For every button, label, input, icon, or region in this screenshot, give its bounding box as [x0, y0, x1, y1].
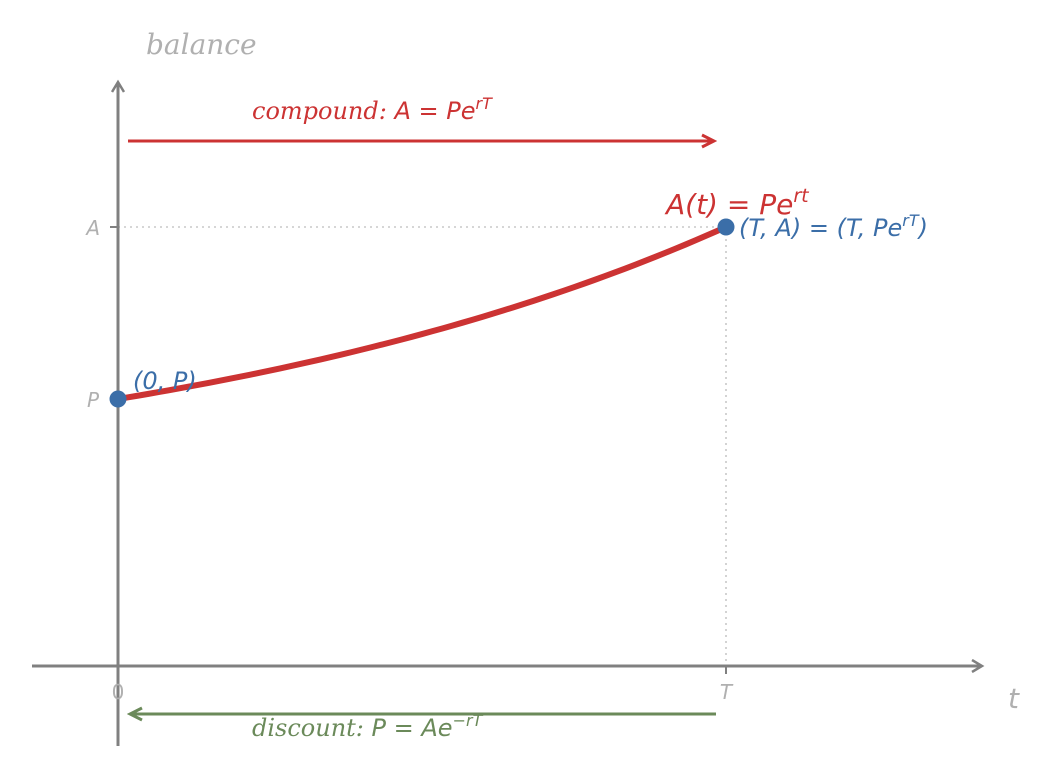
point-start-label: (0, P): [133, 367, 197, 395]
compound-label: compound: A = PerT: [252, 94, 493, 125]
x-axis-label: t: [1008, 682, 1020, 715]
tick-label-A: A: [84, 216, 100, 240]
discount-label: discount: P = Ae−rT: [252, 711, 484, 742]
tick-label-P: P: [87, 388, 100, 412]
growth-curve: [115, 224, 729, 402]
tick-label-T: T: [720, 680, 734, 704]
curve-label: A(t) = Pert: [664, 185, 810, 221]
point-end: [717, 218, 735, 236]
y-axis-label: balance: [146, 28, 257, 61]
tick-label-zero: 0: [112, 680, 125, 704]
point-start: [109, 390, 127, 408]
point-end-label: (T, A) = (T, PerT): [739, 211, 928, 242]
